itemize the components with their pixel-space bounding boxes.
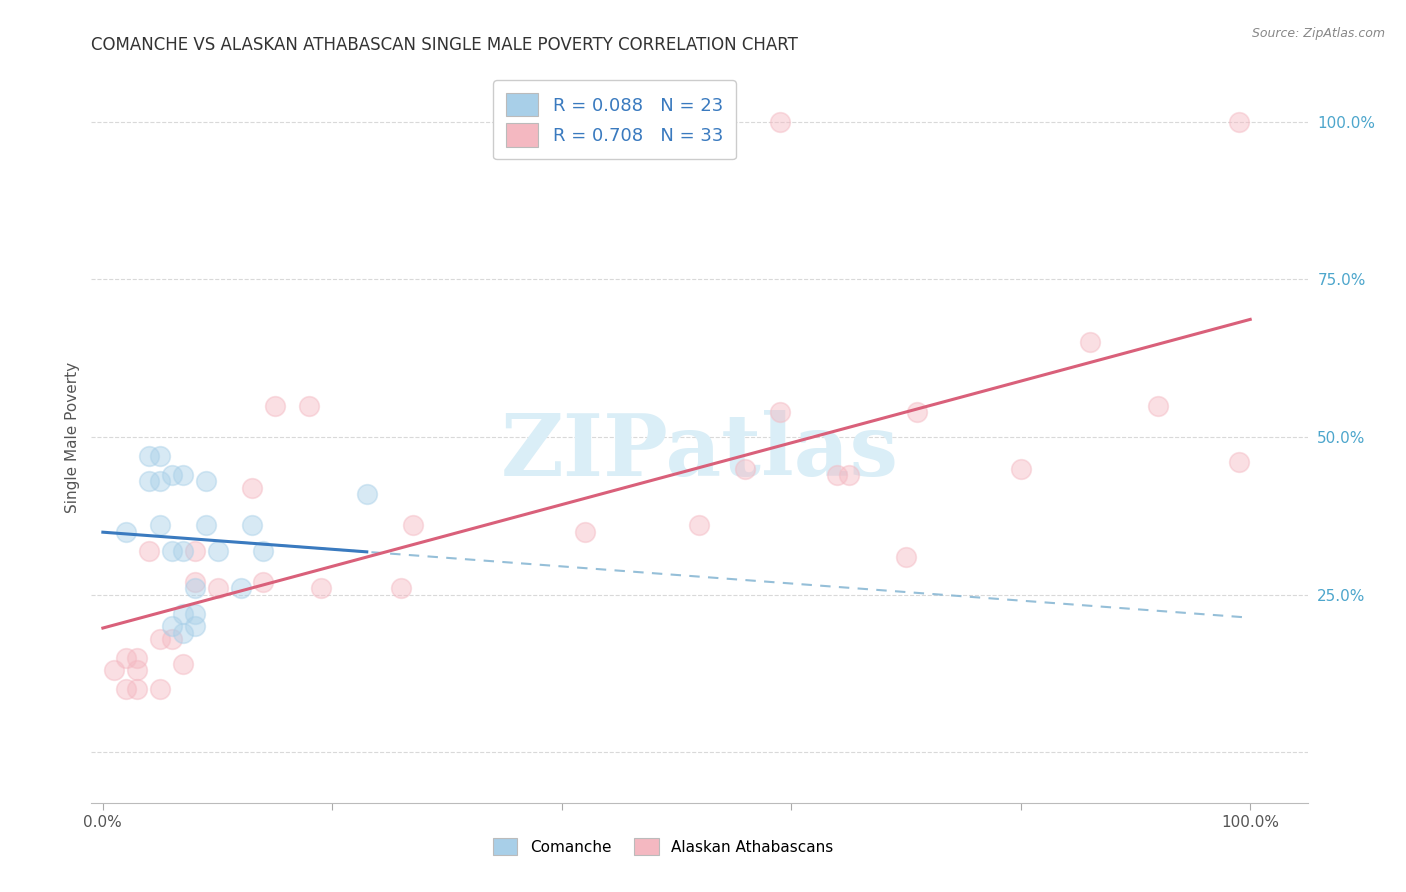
Point	[1010, 461, 1032, 475]
Point	[207, 582, 229, 596]
Point	[252, 575, 274, 590]
Point	[149, 474, 172, 488]
Point	[907, 405, 929, 419]
Point	[769, 405, 792, 419]
Point	[183, 543, 205, 558]
Point	[183, 575, 205, 590]
Point	[149, 682, 172, 697]
Point	[172, 467, 194, 482]
Point	[264, 399, 287, 413]
Point	[149, 449, 172, 463]
Point	[160, 543, 183, 558]
Point	[769, 115, 792, 129]
Point	[240, 481, 263, 495]
Point	[838, 467, 860, 482]
Point	[1147, 399, 1170, 413]
Point	[356, 487, 378, 501]
Point	[127, 650, 149, 665]
Point	[207, 543, 229, 558]
Point	[138, 474, 160, 488]
Text: COMANCHE VS ALASKAN ATHABASCAN SINGLE MALE POVERTY CORRELATION CHART: COMANCHE VS ALASKAN ATHABASCAN SINGLE MA…	[91, 36, 799, 54]
Point	[389, 582, 412, 596]
Point	[825, 467, 848, 482]
Point	[138, 449, 160, 463]
Point	[172, 657, 194, 671]
Point	[172, 543, 194, 558]
Point	[160, 632, 183, 646]
Point	[183, 619, 205, 633]
Point	[309, 582, 332, 596]
Point	[894, 549, 917, 564]
Point	[1227, 115, 1250, 129]
Point	[1078, 335, 1101, 350]
Point	[172, 625, 194, 640]
Point	[1227, 455, 1250, 469]
Point	[149, 518, 172, 533]
Point	[298, 399, 321, 413]
Point	[240, 518, 263, 533]
Legend: Comanche, Alaskan Athabascans: Comanche, Alaskan Athabascans	[486, 832, 839, 861]
Point	[195, 518, 218, 533]
Point	[160, 467, 183, 482]
Text: ZIPatlas: ZIPatlas	[501, 409, 898, 493]
Point	[127, 664, 149, 678]
Point	[195, 474, 218, 488]
Point	[138, 543, 160, 558]
Point	[149, 632, 172, 646]
Point	[574, 524, 596, 539]
Point	[160, 619, 183, 633]
Point	[114, 650, 136, 665]
Y-axis label: Single Male Poverty: Single Male Poverty	[65, 361, 80, 513]
Point	[172, 607, 194, 621]
Point	[401, 518, 423, 533]
Point	[127, 682, 149, 697]
Point	[114, 682, 136, 697]
Point	[103, 664, 125, 678]
Point	[252, 543, 274, 558]
Point	[114, 524, 136, 539]
Point	[183, 582, 205, 596]
Point	[688, 518, 710, 533]
Point	[229, 582, 252, 596]
Point	[734, 461, 756, 475]
Point	[183, 607, 205, 621]
Text: Source: ZipAtlas.com: Source: ZipAtlas.com	[1251, 27, 1385, 40]
